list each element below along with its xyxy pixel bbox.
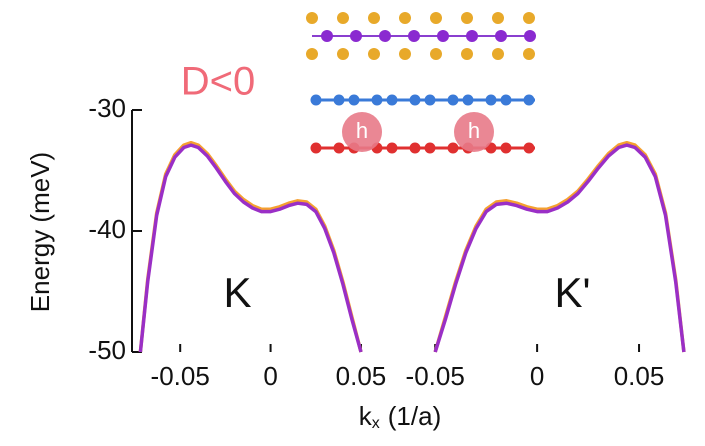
annotation: D<0 xyxy=(181,60,256,104)
atom xyxy=(387,143,398,154)
atom xyxy=(337,12,349,24)
atom xyxy=(311,95,322,106)
atom xyxy=(425,95,436,106)
band-line xyxy=(140,145,361,352)
atom xyxy=(495,30,507,42)
hole-label: h xyxy=(356,118,368,143)
band-line xyxy=(435,145,684,352)
atom xyxy=(492,48,504,60)
atom xyxy=(461,48,473,60)
atom xyxy=(306,12,318,24)
atom xyxy=(448,143,459,154)
atom xyxy=(399,48,411,60)
atom xyxy=(387,95,398,106)
atom xyxy=(501,95,512,106)
x-tick-label: -0.05 xyxy=(151,361,210,391)
atom xyxy=(311,143,322,154)
panel-label: K xyxy=(223,269,251,316)
atom xyxy=(379,30,391,42)
atom xyxy=(492,12,504,24)
band-line xyxy=(435,143,684,352)
panel-label: K' xyxy=(554,269,590,316)
x-tick-label: 0.05 xyxy=(614,361,665,391)
atom xyxy=(486,95,497,106)
x-tick-label: 0 xyxy=(263,361,277,391)
atom xyxy=(524,95,535,106)
atom xyxy=(337,48,349,60)
atom xyxy=(334,143,345,154)
y-tick-label: -50 xyxy=(88,335,126,365)
atom xyxy=(306,48,318,60)
hole-label: h xyxy=(468,118,480,143)
atom xyxy=(368,48,380,60)
atom xyxy=(410,95,421,106)
band-line xyxy=(140,143,361,352)
atom xyxy=(321,30,333,42)
x-tick-label: 0.05 xyxy=(336,361,387,391)
x-tick-label: -0.05 xyxy=(406,361,465,391)
atom xyxy=(466,30,478,42)
x-tick-label: 0 xyxy=(530,361,544,391)
atom xyxy=(430,48,442,60)
atom xyxy=(524,143,535,154)
atom xyxy=(399,12,411,24)
atom xyxy=(523,48,535,60)
y-tick-label: -30 xyxy=(88,93,126,123)
atom xyxy=(349,95,360,106)
atom xyxy=(408,30,420,42)
atom xyxy=(350,30,362,42)
x-axis-label: kx (1/a) xyxy=(359,401,441,432)
atom xyxy=(501,143,512,154)
x-label-sub: x xyxy=(372,415,380,432)
atom xyxy=(410,143,421,154)
x-label-main: k xyxy=(359,401,373,431)
atom xyxy=(425,143,436,154)
atom xyxy=(437,30,449,42)
atom xyxy=(448,95,459,106)
page: Energy (meV) kx(1/a) D<0 hh -30-40-50-0.… xyxy=(0,0,705,446)
atom xyxy=(372,95,383,106)
chart: Energy (meV) kx(1/a) D<0 hh -30-40-50-0.… xyxy=(0,0,705,446)
x-label-rest: (1/a) xyxy=(388,401,441,431)
y-tick-label: -40 xyxy=(88,214,126,244)
atom xyxy=(368,12,380,24)
atom xyxy=(461,12,473,24)
atom xyxy=(334,95,345,106)
atom xyxy=(523,12,535,24)
y-axis-label: Energy (meV) xyxy=(25,152,55,312)
atom xyxy=(463,95,474,106)
atom xyxy=(524,30,536,42)
atom xyxy=(430,12,442,24)
